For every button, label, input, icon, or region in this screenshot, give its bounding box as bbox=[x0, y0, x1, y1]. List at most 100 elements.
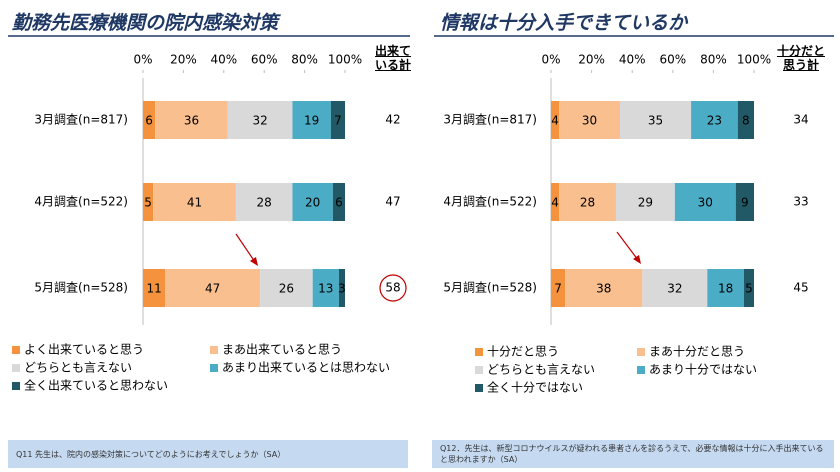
bar-segment bbox=[551, 269, 566, 307]
data-label: 29 bbox=[638, 196, 653, 210]
x-tick-label: 60% bbox=[251, 53, 278, 67]
data-label: 5 bbox=[144, 196, 152, 210]
bar-segment bbox=[735, 183, 754, 221]
legend-swatch bbox=[637, 348, 645, 356]
x-tick-label: 100% bbox=[737, 53, 771, 67]
bar-segment bbox=[707, 269, 744, 307]
category-label: 4月調査(n=522) bbox=[34, 195, 128, 209]
data-label: 20 bbox=[305, 196, 320, 210]
note: Q12．先生は、新型コロナウイルスが疑われる患者さんを診るうえで、必要な情報は十… bbox=[432, 440, 834, 468]
bar-segment bbox=[737, 101, 754, 139]
bar-segment bbox=[743, 269, 754, 307]
data-label: 4 bbox=[551, 196, 559, 210]
bar-segment bbox=[559, 183, 616, 221]
total-header: 十分だと思う計 bbox=[776, 44, 825, 72]
legend-label: 全く十分ではない bbox=[487, 380, 583, 395]
data-label: 36 bbox=[184, 114, 199, 128]
bar-segment bbox=[260, 269, 313, 307]
data-label: 7 bbox=[554, 282, 562, 296]
bar-segment bbox=[330, 101, 345, 139]
legend-swatch bbox=[475, 348, 483, 356]
total-value: 58 bbox=[385, 281, 400, 295]
data-label: 32 bbox=[667, 282, 682, 296]
legend-swatch bbox=[210, 364, 218, 372]
bar-segment bbox=[155, 101, 228, 139]
x-tick-label: 0% bbox=[133, 53, 152, 67]
arrow bbox=[235, 233, 256, 263]
data-label: 5 bbox=[745, 282, 753, 296]
legend-swatch bbox=[475, 366, 483, 374]
data-label: 19 bbox=[304, 114, 319, 128]
bar-segment bbox=[691, 101, 738, 139]
arrow-head bbox=[250, 257, 258, 266]
legend-label: あまり十分ではない bbox=[649, 363, 757, 377]
legend-swatch bbox=[12, 382, 20, 390]
x-tick-label: 20% bbox=[578, 53, 605, 67]
legend-swatch bbox=[475, 384, 483, 392]
bar-segment bbox=[292, 101, 331, 139]
category-label: 5月調査(n=528) bbox=[443, 281, 537, 295]
legend-swatch bbox=[12, 346, 20, 354]
total-value: 45 bbox=[793, 281, 808, 295]
bar-segment bbox=[143, 101, 156, 139]
note: Q11 先生は、院内の感染対策についてどのようにお考えでしょうか（SA） bbox=[8, 440, 408, 468]
bar-segment bbox=[338, 269, 345, 307]
data-label: 9 bbox=[741, 196, 749, 210]
bar-segment bbox=[674, 183, 736, 221]
legend-swatch bbox=[210, 346, 218, 354]
x-tick-label: 80% bbox=[700, 53, 727, 67]
data-label: 7 bbox=[334, 114, 342, 128]
total-value: 33 bbox=[793, 195, 808, 209]
data-label: 18 bbox=[718, 282, 733, 296]
data-label: 3 bbox=[338, 282, 346, 296]
legend-swatch bbox=[12, 364, 20, 372]
arrow bbox=[616, 231, 639, 261]
bar-segment bbox=[565, 269, 643, 307]
legend-swatch bbox=[637, 366, 645, 374]
bar-segment bbox=[143, 183, 154, 221]
legend-label: 全く出来ていると思わない bbox=[24, 378, 168, 393]
x-tick-label: 40% bbox=[619, 53, 646, 67]
bar-segment bbox=[235, 183, 293, 221]
data-label: 6 bbox=[335, 196, 343, 210]
legend-label: よく出来ていると思う bbox=[24, 343, 144, 357]
x-tick-label: 40% bbox=[210, 53, 237, 67]
chart-title: 勤務先医療機関の院内感染対策 bbox=[12, 12, 279, 34]
arrow-head bbox=[633, 255, 641, 264]
category-label: 5月調査(n=528) bbox=[34, 281, 128, 295]
category-label: 4月調査(n=522) bbox=[443, 195, 537, 209]
x-tick-label: 100% bbox=[328, 53, 362, 67]
highlight-circle bbox=[379, 274, 407, 302]
bar-segment bbox=[312, 269, 339, 307]
bar-segment bbox=[332, 183, 345, 221]
bar-segment bbox=[165, 269, 261, 307]
bar-segment bbox=[551, 101, 560, 139]
bar-segment bbox=[551, 183, 560, 221]
x-tick-label: 80% bbox=[291, 53, 318, 67]
data-label: 4 bbox=[551, 114, 559, 128]
data-label: 47 bbox=[205, 282, 220, 296]
data-label: 38 bbox=[596, 282, 611, 296]
data-label: 28 bbox=[257, 196, 272, 210]
bar-segment bbox=[292, 183, 333, 221]
bar-segment bbox=[615, 183, 675, 221]
legend-label: まあ出来ていると思う bbox=[222, 343, 342, 357]
data-label: 28 bbox=[580, 196, 595, 210]
data-label: 41 bbox=[187, 196, 202, 210]
total-value: 34 bbox=[793, 113, 808, 127]
legend-label: まあ十分だと思う bbox=[649, 345, 745, 359]
x-tick-label: 60% bbox=[659, 53, 686, 67]
data-label: 30 bbox=[698, 196, 713, 210]
legend-label: 十分だと思う bbox=[487, 345, 559, 359]
bar-segment bbox=[559, 101, 621, 139]
legend-label: どちらとも言えない bbox=[24, 361, 132, 375]
data-label: 35 bbox=[648, 114, 663, 128]
total-header: 出来ている計 bbox=[374, 44, 411, 72]
bar-segment bbox=[153, 183, 236, 221]
data-label: 6 bbox=[145, 114, 153, 128]
data-label: 26 bbox=[279, 282, 294, 296]
data-label: 23 bbox=[707, 114, 722, 128]
chart-title: 情報は十分入手できているか bbox=[440, 12, 688, 34]
bar-segment bbox=[143, 269, 166, 307]
